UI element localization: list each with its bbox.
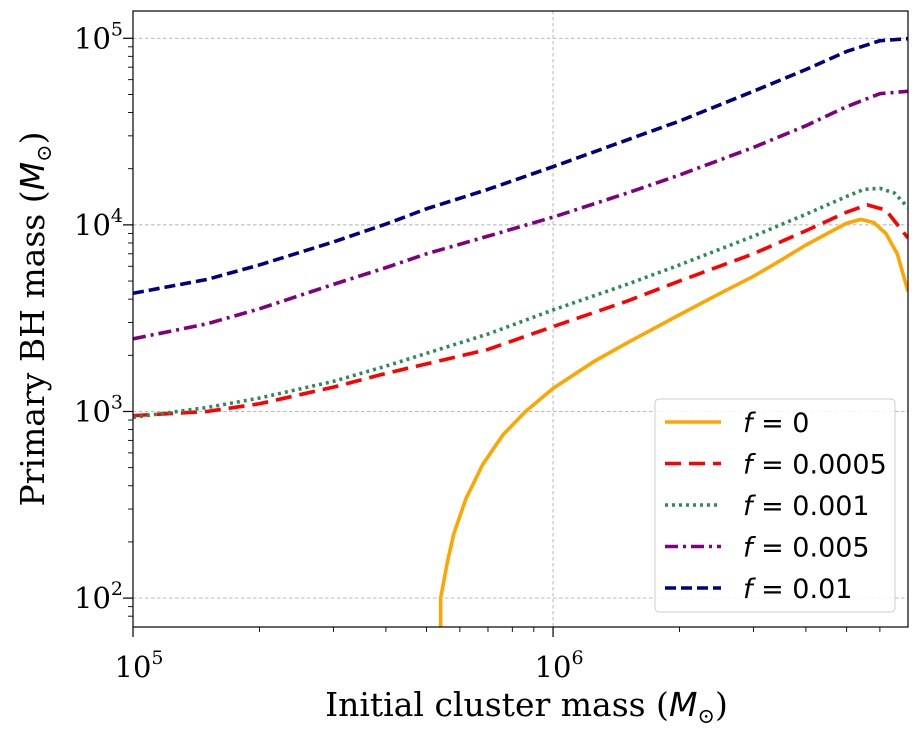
x-tick-label: 106 bbox=[535, 647, 584, 684]
plot-area bbox=[133, 36, 908, 627]
legend-label-0: f = 0 bbox=[743, 408, 809, 439]
series-line-4 bbox=[133, 36, 908, 296]
legend-box bbox=[654, 398, 896, 613]
series-line-0 bbox=[438, 217, 908, 627]
series-line-1 bbox=[133, 203, 908, 418]
legend: f = 0 f = 0.0005 f = 0.001 f = 0.005 f = 0.0… bbox=[654, 398, 896, 613]
y-tick-label: 103 bbox=[74, 391, 123, 428]
y-tick-label: 104 bbox=[74, 205, 123, 242]
series-line-2 bbox=[133, 186, 908, 420]
y-tick-label: 105 bbox=[74, 18, 123, 55]
grid-layer bbox=[133, 11, 908, 627]
y-axis-label: Primary BH mass (M⊙) bbox=[13, 131, 56, 506]
legend-label-4: f = 0.01 bbox=[743, 574, 852, 605]
x-tick-label: 105 bbox=[115, 647, 164, 684]
legend-label-1: f = 0.0005 bbox=[743, 450, 887, 481]
minor-tick-layer bbox=[128, 46, 881, 632]
axis-label-layer: Initial cluster mass (M⊙) Primary BH mass… bbox=[13, 131, 728, 728]
legend-label-3: f = 0.005 bbox=[743, 533, 870, 564]
legend-label-2: f = 0.001 bbox=[743, 491, 870, 522]
series-layer bbox=[133, 36, 908, 627]
major-tick-layer bbox=[123, 37, 554, 637]
x-axis-label: Initial cluster mass (M⊙) bbox=[325, 685, 728, 728]
series-line-3 bbox=[133, 89, 908, 341]
y-tick-label: 102 bbox=[74, 578, 123, 615]
tick-label-layer: 105 106 102 103 104 105 bbox=[74, 18, 584, 684]
plot-frame bbox=[132, 10, 909, 628]
